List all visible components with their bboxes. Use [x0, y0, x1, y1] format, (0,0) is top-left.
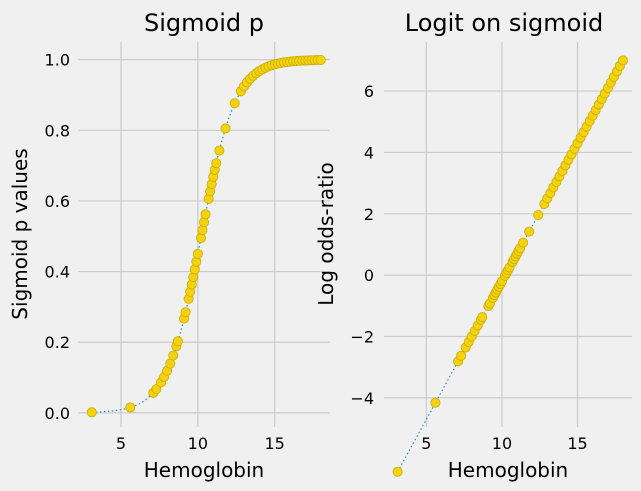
data-point	[168, 350, 179, 361]
data-point	[456, 350, 467, 361]
x-tick-label: 15	[265, 434, 285, 453]
y-tick-label: 0.0	[45, 404, 70, 423]
y-tick-label: 0.4	[45, 263, 70, 282]
x-axis-label: Hemoglobin	[448, 458, 568, 482]
y-tick-label: −2	[350, 328, 374, 347]
data-point	[518, 237, 529, 248]
data-point	[86, 407, 97, 418]
x-tick-label: 15	[567, 434, 587, 453]
y-tick-label: 2	[364, 205, 374, 224]
y-tick-label: 0	[364, 266, 374, 285]
y-tick-label: 0.6	[45, 192, 70, 211]
data-point	[200, 209, 211, 220]
x-tick-label: 5	[116, 434, 126, 453]
data-point	[211, 158, 222, 169]
x-tick-label: 10	[188, 434, 208, 453]
data-point	[392, 466, 403, 477]
data-point	[214, 145, 225, 156]
data-point	[180, 307, 191, 318]
chart-title: Logit on sigmoid	[405, 9, 603, 37]
data-point	[524, 226, 535, 237]
data-point	[430, 397, 441, 408]
data-point	[172, 336, 183, 347]
data-point	[192, 248, 203, 259]
data-point	[533, 210, 544, 221]
chart-panel-2: 5 10 15 −4 −2 0 2 4 6 Logit on sigmoid Hemoglobin L…	[314, 9, 632, 482]
y-tick-label: 0.8	[45, 121, 70, 140]
data-point	[229, 98, 240, 109]
data-point	[220, 123, 231, 134]
y-tick-label: 6	[364, 82, 374, 101]
y-axis-label: Log odds-ratio	[314, 162, 338, 305]
chart-title: Sigmoid p	[144, 9, 264, 37]
y-tick-label: 4	[364, 143, 374, 162]
data-point	[125, 402, 136, 413]
y-tick-label: −4	[350, 389, 374, 408]
data-point	[477, 312, 488, 323]
fitted-curve	[91, 59, 321, 413]
x-axis-label: Hemoglobin	[144, 458, 264, 482]
data-point	[617, 55, 628, 66]
x-tick-label: 10	[492, 434, 512, 453]
y-axis-label: Sigmoid p values	[8, 148, 32, 319]
y-tick-label: 0.2	[45, 333, 70, 352]
y-tick-label: 1.0	[45, 51, 70, 70]
data-point	[315, 54, 326, 65]
x-tick-label: 5	[421, 434, 431, 453]
chart-panel-1: 5 10 15 0.0 0.2 0.4 0.6 0.8 1.0 Sigmoid p Hemoglob…	[8, 9, 330, 482]
